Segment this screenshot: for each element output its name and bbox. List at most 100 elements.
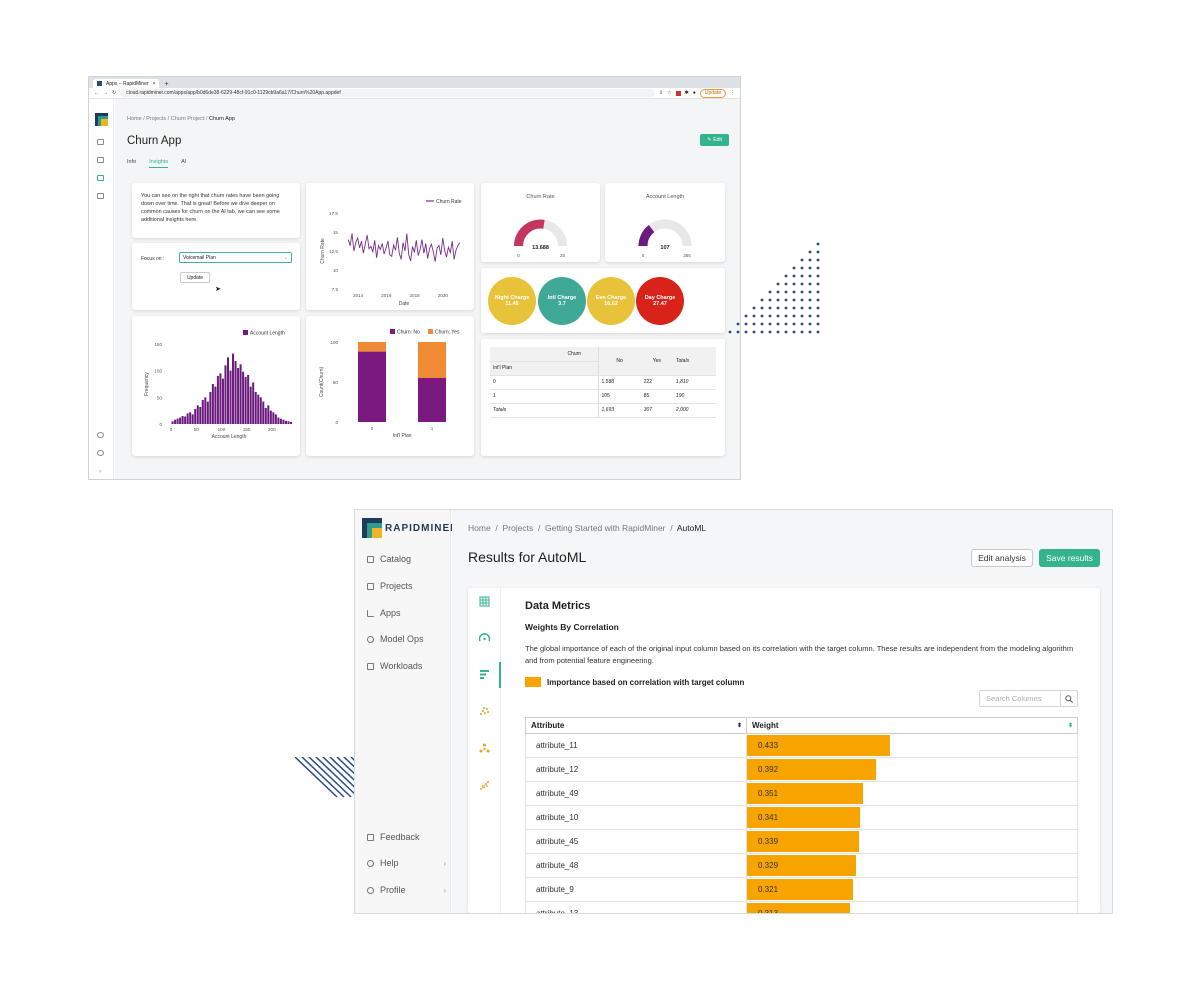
sidebar-item-catalog[interactable]: Catalog xyxy=(367,554,411,564)
profile-icon[interactable]: ● xyxy=(692,90,696,96)
histogram-bar xyxy=(214,386,217,424)
diagonal-line xyxy=(301,757,345,798)
focus-select[interactable]: Voicemail Plan ⌄ xyxy=(179,252,292,263)
breadcrumb-projects[interactable]: Projects xyxy=(146,116,167,122)
sidebar-item-projects[interactable]: Projects xyxy=(367,581,413,591)
y-axis-label: Frequency xyxy=(144,372,150,396)
sort-icon[interactable]: ⬍ xyxy=(1067,723,1073,729)
histogram-bar xyxy=(274,414,277,424)
dot xyxy=(768,290,772,294)
sidebar-item-help[interactable]: Help › xyxy=(367,858,446,868)
expand-icon[interactable]: › xyxy=(99,469,101,475)
tab-insights[interactable]: Insights xyxy=(149,159,169,168)
histogram-bar xyxy=(277,417,280,424)
edit-button[interactable]: ✎ Edit xyxy=(700,134,729,146)
search-columns-input[interactable]: Search Columns xyxy=(979,690,1078,707)
table-icon[interactable] xyxy=(479,596,490,607)
update-button[interactable]: Update xyxy=(180,272,210,283)
dot xyxy=(808,266,812,270)
back-icon[interactable]: ← xyxy=(94,90,99,96)
user-icon xyxy=(367,886,374,894)
close-tab-icon[interactable]: × xyxy=(152,80,156,87)
dot xyxy=(800,322,804,326)
dot xyxy=(816,242,820,246)
subsection-title: Weights By Correlation xyxy=(525,622,619,632)
table-row: attribute_13 0.313 xyxy=(525,902,1078,913)
star-icon[interactable]: ☆ xyxy=(667,90,672,96)
histogram-bar xyxy=(269,410,272,424)
dot xyxy=(784,306,788,310)
chevron-right-icon: › xyxy=(443,885,446,895)
puzzle-icon[interactable]: ✱ xyxy=(684,90,689,96)
crosstab-cell: 222 xyxy=(640,375,673,390)
dot xyxy=(808,322,812,326)
edit-analysis-button[interactable]: Edit analysis xyxy=(971,549,1033,567)
profile-icon[interactable] xyxy=(97,450,104,456)
breadcrumb-projects[interactable]: Projects xyxy=(502,523,534,533)
dot xyxy=(792,274,796,278)
weight-cell: 0.321 xyxy=(747,878,1077,901)
diagonal-line xyxy=(315,757,359,798)
histogram-bar xyxy=(282,419,285,424)
kpi-day-charge: Day Charge 27.47 xyxy=(636,277,684,325)
sidebar-item-workloads[interactable]: Workloads xyxy=(367,661,422,671)
extension-icon[interactable] xyxy=(675,90,681,96)
more-icon[interactable]: ⋮ xyxy=(730,90,735,96)
search-button[interactable] xyxy=(1060,691,1077,706)
breadcrumb-home[interactable]: Home xyxy=(127,116,142,122)
projects-icon[interactable] xyxy=(97,157,104,163)
weights-bars-icon[interactable] xyxy=(479,669,490,680)
crosstab-row-label: 0 xyxy=(490,375,598,390)
breadcrumb-project[interactable]: Churn Project xyxy=(170,116,205,122)
dot xyxy=(800,258,804,262)
scatter-icon[interactable] xyxy=(479,706,490,717)
sidebar-item-model-ops[interactable]: Model Ops xyxy=(367,634,424,644)
column-header-weight[interactable]: Weight ⬍ xyxy=(747,718,1077,733)
tab-info[interactable]: Info xyxy=(127,159,137,165)
weight-bar: 0.321 xyxy=(747,879,853,900)
sort-icon[interactable]: ⬍ xyxy=(736,723,742,729)
share-icon[interactable]: ⇪ xyxy=(658,90,664,96)
dot xyxy=(776,290,780,294)
help-icon[interactable] xyxy=(97,432,104,438)
breadcrumb-project[interactable]: Getting Started with RapidMiner xyxy=(545,523,666,533)
y-tick-label: 7.5 xyxy=(332,287,339,292)
vertical-tabs xyxy=(468,588,501,913)
sidebar-item-feedback[interactable]: Feedback xyxy=(367,832,420,842)
dot xyxy=(752,314,756,318)
workloads-icon[interactable] xyxy=(97,193,104,199)
kpi-eve-charge: Eve Charge 16.62 xyxy=(587,277,635,325)
dot xyxy=(816,298,820,302)
table-row: attribute_12 0.392 xyxy=(525,758,1078,782)
column-header-attribute[interactable]: Attribute ⬍ xyxy=(526,718,747,733)
sidebar-item-apps[interactable]: Apps xyxy=(367,608,401,618)
forward-icon[interactable]: → xyxy=(103,90,108,96)
sidebar-item-profile[interactable]: Profile › xyxy=(367,885,446,895)
apps-icon[interactable] xyxy=(97,175,104,181)
reload-icon[interactable]: ↻ xyxy=(112,90,117,96)
catalog-icon xyxy=(367,555,374,563)
scatter-trend-icon[interactable] xyxy=(479,780,490,791)
weight-cell: 0.392 xyxy=(747,758,1077,781)
dot xyxy=(776,306,780,310)
breadcrumb-home[interactable]: Home xyxy=(468,523,491,533)
crosstab-card: Churn No Yes Totals Int'l Plan 0 1,588 2… xyxy=(481,339,725,456)
catalog-icon[interactable] xyxy=(97,139,104,145)
chevron-down-icon: ⌄ xyxy=(283,254,288,261)
dot xyxy=(736,330,740,334)
url-input[interactable]: cloud.rapidminer.com/apps/app/b0d6de38-6… xyxy=(120,89,655,97)
results-panel: Data Metrics Weights By Correlation The … xyxy=(468,588,1100,913)
save-results-button[interactable]: Save results xyxy=(1039,549,1100,567)
new-tab-icon[interactable]: + xyxy=(164,81,169,88)
chevron-right-icon: › xyxy=(443,858,446,868)
tab-ai[interactable]: AI xyxy=(181,159,187,165)
network-icon[interactable] xyxy=(479,743,490,754)
crosstab-col: Yes xyxy=(640,347,673,376)
gauge-icon[interactable] xyxy=(479,632,490,643)
browser-update-button[interactable]: Update xyxy=(699,88,726,98)
browser-tab[interactable]: Apps – RapidMiner × xyxy=(93,79,160,88)
churn-app-content: Home / Projects / Churn Project / Churn … xyxy=(115,99,740,479)
breadcrumb-current: AutoML xyxy=(676,523,707,533)
histogram-bar xyxy=(189,412,192,424)
table-body: attribute_11 0.433 attribute_12 0.392 attrib… xyxy=(525,734,1078,913)
